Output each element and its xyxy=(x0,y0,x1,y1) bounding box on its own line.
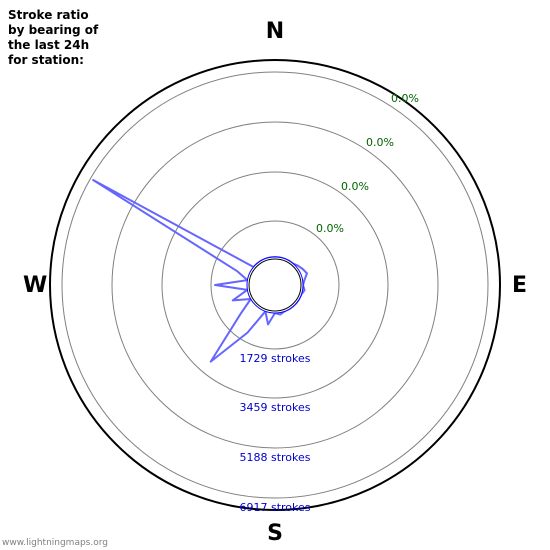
stroke-count-label: 3459 strokes xyxy=(239,401,310,414)
compass-w: W xyxy=(23,273,47,298)
percent-label: 0.0% xyxy=(316,222,344,235)
stroke-count-label: 5188 strokes xyxy=(239,451,310,464)
stroke-count-labels: 1729 strokes 3459 strokes 5188 strokes 6917… xyxy=(239,352,310,514)
compass-e: E xyxy=(512,273,527,298)
compass-n: N xyxy=(266,19,284,44)
stroke-count-label: 6917 strokes xyxy=(239,501,310,514)
stroke-count-label: 1729 strokes xyxy=(239,352,310,365)
inner-ring xyxy=(247,257,303,313)
percent-label: 0.0% xyxy=(391,92,419,105)
polar-chart-svg: 0.0% 0.0% 0.0% 0.0% 1729 strokes 3459 stroke… xyxy=(0,0,550,550)
percent-labels: 0.0% 0.0% 0.0% 0.0% xyxy=(316,92,419,235)
percent-label: 0.0% xyxy=(366,136,394,149)
compass-s: S xyxy=(267,521,283,546)
percent-label: 0.0% xyxy=(341,180,369,193)
